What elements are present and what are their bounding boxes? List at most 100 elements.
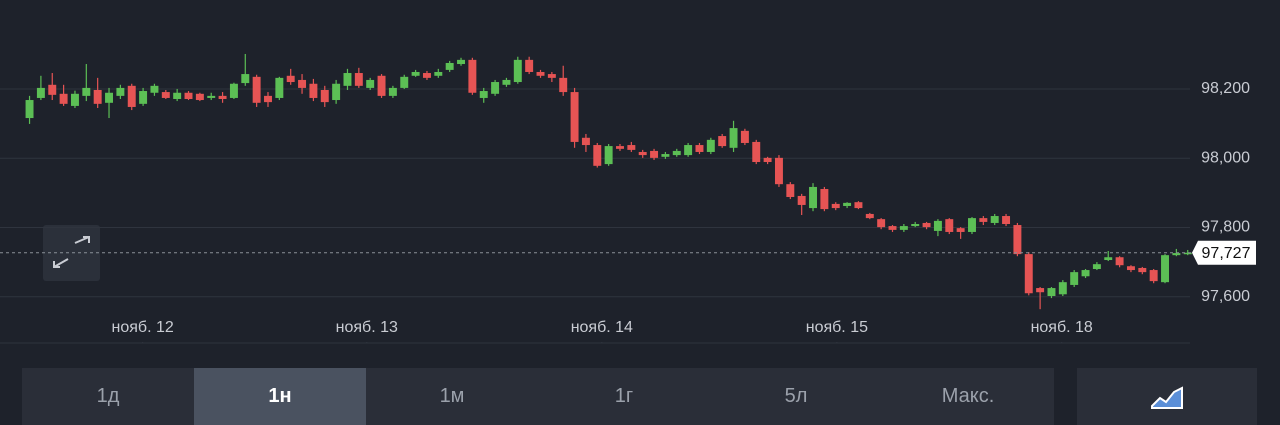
chart: 97,600 97,800 98,000 98,200 нояб. 12 нояб. 13… (0, 53, 1256, 344)
candle-body (1070, 272, 1079, 285)
chart-type-button[interactable] (1077, 368, 1257, 425)
candle-body (843, 202, 852, 206)
candle-body (286, 75, 295, 83)
candle-body (241, 74, 250, 84)
range-button[interactable]: 5л (710, 368, 882, 425)
candle-body (343, 73, 352, 86)
candle-body (59, 93, 68, 104)
range-button[interactable]: 1н (194, 368, 366, 425)
x-tick-label: нояб. 14 (571, 319, 633, 336)
candle-body (774, 157, 783, 185)
candle-body (82, 87, 91, 96)
candle-body (388, 87, 397, 96)
candle-body (968, 218, 976, 232)
candle-body (366, 79, 375, 88)
candle-body (627, 145, 636, 150)
expand-icon (53, 236, 90, 268)
x-tick-label: нояб. 13 (336, 319, 398, 336)
candle-body (786, 184, 795, 197)
candle-body (638, 151, 647, 156)
candle-body (252, 76, 261, 103)
last-price-box (1192, 240, 1256, 265)
candle-body (922, 222, 931, 228)
candle-body (411, 71, 420, 76)
candle-body (150, 85, 159, 93)
expand-button[interactable] (43, 225, 100, 281)
candle-body (933, 220, 942, 231)
last-price-label: 97,727 (1202, 245, 1251, 262)
candle-body (422, 73, 431, 78)
y-tick-label: 98,000 (1201, 149, 1250, 166)
candle-body (854, 202, 863, 209)
candle-body (218, 95, 227, 99)
candle-body (877, 219, 886, 228)
candle-body (468, 59, 477, 93)
candle-body (1092, 264, 1101, 270)
candle-body (48, 84, 57, 95)
y-tick-label: 98,200 (1201, 80, 1250, 97)
candle-body (1126, 266, 1135, 271)
candle-body (309, 83, 318, 98)
range-button[interactable]: Макс. (882, 368, 1054, 425)
candle-body (911, 223, 920, 227)
candle-body (1161, 255, 1169, 283)
candle-body (105, 92, 113, 103)
candle-body (25, 100, 34, 119)
candle-body (684, 145, 693, 156)
candle-body (1104, 257, 1113, 261)
candle-body (616, 146, 624, 149)
candle-body (536, 71, 545, 76)
candle-body (1138, 267, 1147, 273)
candle-body (275, 77, 284, 98)
candle-body (593, 145, 602, 166)
candle-body (195, 93, 204, 101)
x-tick-label: нояб. 18 (1031, 319, 1093, 336)
range-button[interactable]: 1м (366, 368, 538, 425)
candle-body (36, 87, 45, 98)
candle-body (661, 154, 670, 157)
candle-body (229, 83, 238, 98)
candle-body (1115, 257, 1124, 266)
candle-body (400, 76, 409, 88)
x-tick-label: нояб. 12 (112, 319, 174, 336)
candle-body (979, 218, 988, 222)
area-icon (1151, 385, 1183, 409)
candle-body (1058, 282, 1067, 295)
candle-body (990, 216, 999, 223)
candle-body (207, 95, 216, 98)
candle-body (70, 93, 79, 106)
candle-body (525, 59, 534, 72)
candle-body (559, 77, 568, 93)
range-button[interactable]: 1д (22, 368, 194, 425)
candle-body (695, 145, 704, 152)
candle-body (604, 146, 613, 165)
candle-body (93, 89, 102, 104)
candle-body (899, 226, 908, 230)
range-button[interactable]: 1г (538, 368, 710, 425)
candle-body (718, 136, 727, 147)
x-tick-label: нояб. 15 (806, 319, 868, 336)
candle-body (1149, 270, 1158, 282)
candle-body (354, 73, 363, 86)
candle-body (161, 92, 170, 98)
candle-body (434, 71, 443, 76)
candle-body (127, 85, 136, 107)
candle-body (945, 219, 954, 232)
y-tick-label: 97,800 (1201, 219, 1250, 236)
candle-body (1183, 252, 1192, 255)
candle-body (491, 82, 500, 94)
candle-body (264, 95, 272, 103)
candle-body (888, 226, 897, 230)
candle-body (513, 59, 522, 83)
candle-body (479, 91, 488, 98)
candle-body (116, 87, 125, 96)
candle-body (547, 74, 556, 78)
candle-body (1047, 288, 1056, 297)
candle-body (377, 75, 386, 96)
candle-body (570, 92, 579, 142)
candle-body (1002, 216, 1011, 224)
candle-body (332, 83, 341, 101)
candle-body (752, 141, 761, 163)
candle-body (298, 79, 307, 88)
